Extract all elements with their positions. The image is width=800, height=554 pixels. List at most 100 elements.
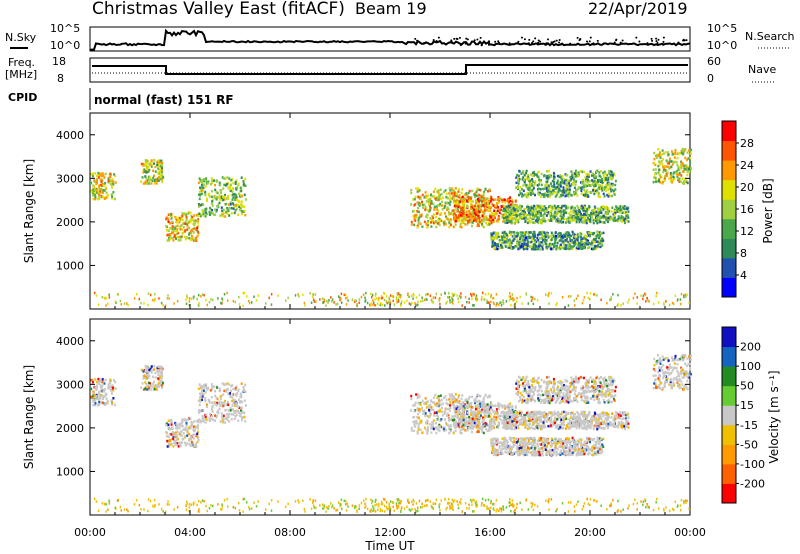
power-echo-cell: [502, 220, 505, 223]
nsearch-point: [579, 38, 582, 41]
power-echo-cell: [584, 185, 587, 188]
power-clutter-cell: [387, 301, 390, 304]
power-echo-cell: [204, 192, 207, 196]
velocity-echo-cell: [466, 400, 469, 404]
nsearch-point: [646, 42, 649, 45]
velocity-echo-cell: [457, 424, 460, 427]
velocity-echo-cell: [196, 425, 199, 428]
power-echo-cell: [444, 204, 447, 208]
power-echo-cell: [516, 186, 519, 190]
power-echo-cell: [584, 190, 587, 193]
velocity-echo-cell: [210, 414, 213, 417]
velocity-echo-cell: [201, 385, 204, 389]
power-echo-cell: [98, 184, 101, 188]
power-echo-cell: [516, 231, 519, 235]
power-echo-cell: [429, 206, 432, 209]
velocity-echo-cell: [430, 424, 433, 427]
power-echo-cell: [575, 216, 578, 219]
power-echo-cell: [515, 235, 518, 238]
power-echo-cell: [577, 206, 580, 209]
power-echo-cell: [585, 221, 588, 225]
power-echo-cell: [447, 207, 450, 211]
power-echo-cell: [503, 218, 506, 222]
power-echo-cell: [689, 148, 692, 152]
power-echo-cell: [150, 163, 153, 166]
power-echo-cell: [454, 187, 457, 190]
power-echo-cell: [592, 221, 595, 225]
velocity-echo-cell: [204, 415, 207, 419]
power-echo-cell: [437, 192, 440, 196]
power-echo-cell: [461, 214, 464, 218]
power-echo-cell: [676, 173, 679, 177]
velocity-echo-cell: [432, 396, 435, 399]
power-clutter-cell: [399, 304, 402, 307]
power-echo-cell: [626, 207, 629, 211]
power-echo-cell: [620, 220, 623, 223]
power-echo-cell: [497, 196, 500, 199]
power-echo-cell: [519, 215, 522, 219]
power-echo-cell: [595, 234, 598, 238]
power-echo-cell: [201, 189, 204, 192]
power-echo-cell: [559, 183, 562, 186]
velocity-echo-cell: [188, 417, 191, 420]
power-echo-cell: [482, 214, 485, 218]
power-echo-cell: [656, 153, 659, 157]
velocity-echo-cell: [147, 371, 150, 375]
power-echo-cell: [533, 204, 536, 208]
power-echo-cell: [441, 204, 444, 207]
power-echo-cell: [479, 196, 482, 200]
power-echo-cell: [543, 205, 546, 208]
power-echo-cell: [457, 205, 460, 209]
power-echo-cell: [92, 192, 95, 195]
velocity-echo-cell: [435, 421, 438, 425]
velocity-echo-cell: [415, 419, 418, 423]
power-echo-cell: [213, 196, 216, 199]
power-echo-cell: [559, 185, 562, 188]
power-echo-cell: [586, 181, 589, 184]
power-echo-cell: [598, 183, 601, 187]
power-clutter-cell: [435, 292, 438, 296]
power-echo-cell: [576, 239, 579, 242]
power-echo-cell: [184, 220, 187, 224]
power-echo-cell: [462, 221, 465, 225]
velocity-echo-cell: [193, 429, 196, 432]
power-echo-cell: [568, 240, 571, 244]
power-echo-cell: [581, 179, 584, 182]
power-echo-cell: [556, 185, 559, 189]
power-clutter-cell: [466, 300, 468, 304]
power-clutter-cell: [158, 297, 160, 300]
power-echo-cell: [535, 218, 538, 222]
power-echo-cell: [686, 181, 689, 185]
power-echo-cell: [504, 240, 507, 243]
power-echo-cell: [534, 235, 537, 238]
power-echo-cell: [556, 191, 559, 194]
power-clutter-cell: [483, 298, 486, 301]
power-echo-cell: [553, 191, 556, 195]
power-echo-cell: [584, 238, 587, 241]
velocity-echo-cell: [244, 404, 247, 407]
power-echo-cell: [501, 231, 504, 235]
power-clutter-cell: [381, 296, 384, 300]
power-echo-cell: [591, 243, 594, 247]
power-echo-cell: [535, 173, 538, 176]
velocity-echo-cell: [222, 393, 225, 396]
power-clutter-cell: [399, 296, 402, 299]
velocity-echo-cell: [416, 396, 419, 399]
velocity-echo-cell: [176, 427, 179, 430]
power-echo-cell: [671, 153, 674, 156]
power-echo-cell: [155, 182, 158, 185]
power-clutter-cell: [492, 301, 495, 304]
velocity-echo-cell: [438, 429, 441, 433]
power-echo-cell: [626, 214, 629, 217]
power-echo-cell: [487, 204, 490, 208]
velocity-echo-cell: [209, 412, 212, 416]
power-echo-cell: [98, 187, 101, 191]
power-echo-cell: [413, 204, 416, 207]
power-echo-cell: [536, 233, 539, 237]
power-echo-cell: [415, 187, 418, 190]
power-echo-cell: [441, 208, 444, 211]
power-clutter-cell: [451, 292, 454, 296]
velocity-echo-cell: [196, 440, 199, 444]
